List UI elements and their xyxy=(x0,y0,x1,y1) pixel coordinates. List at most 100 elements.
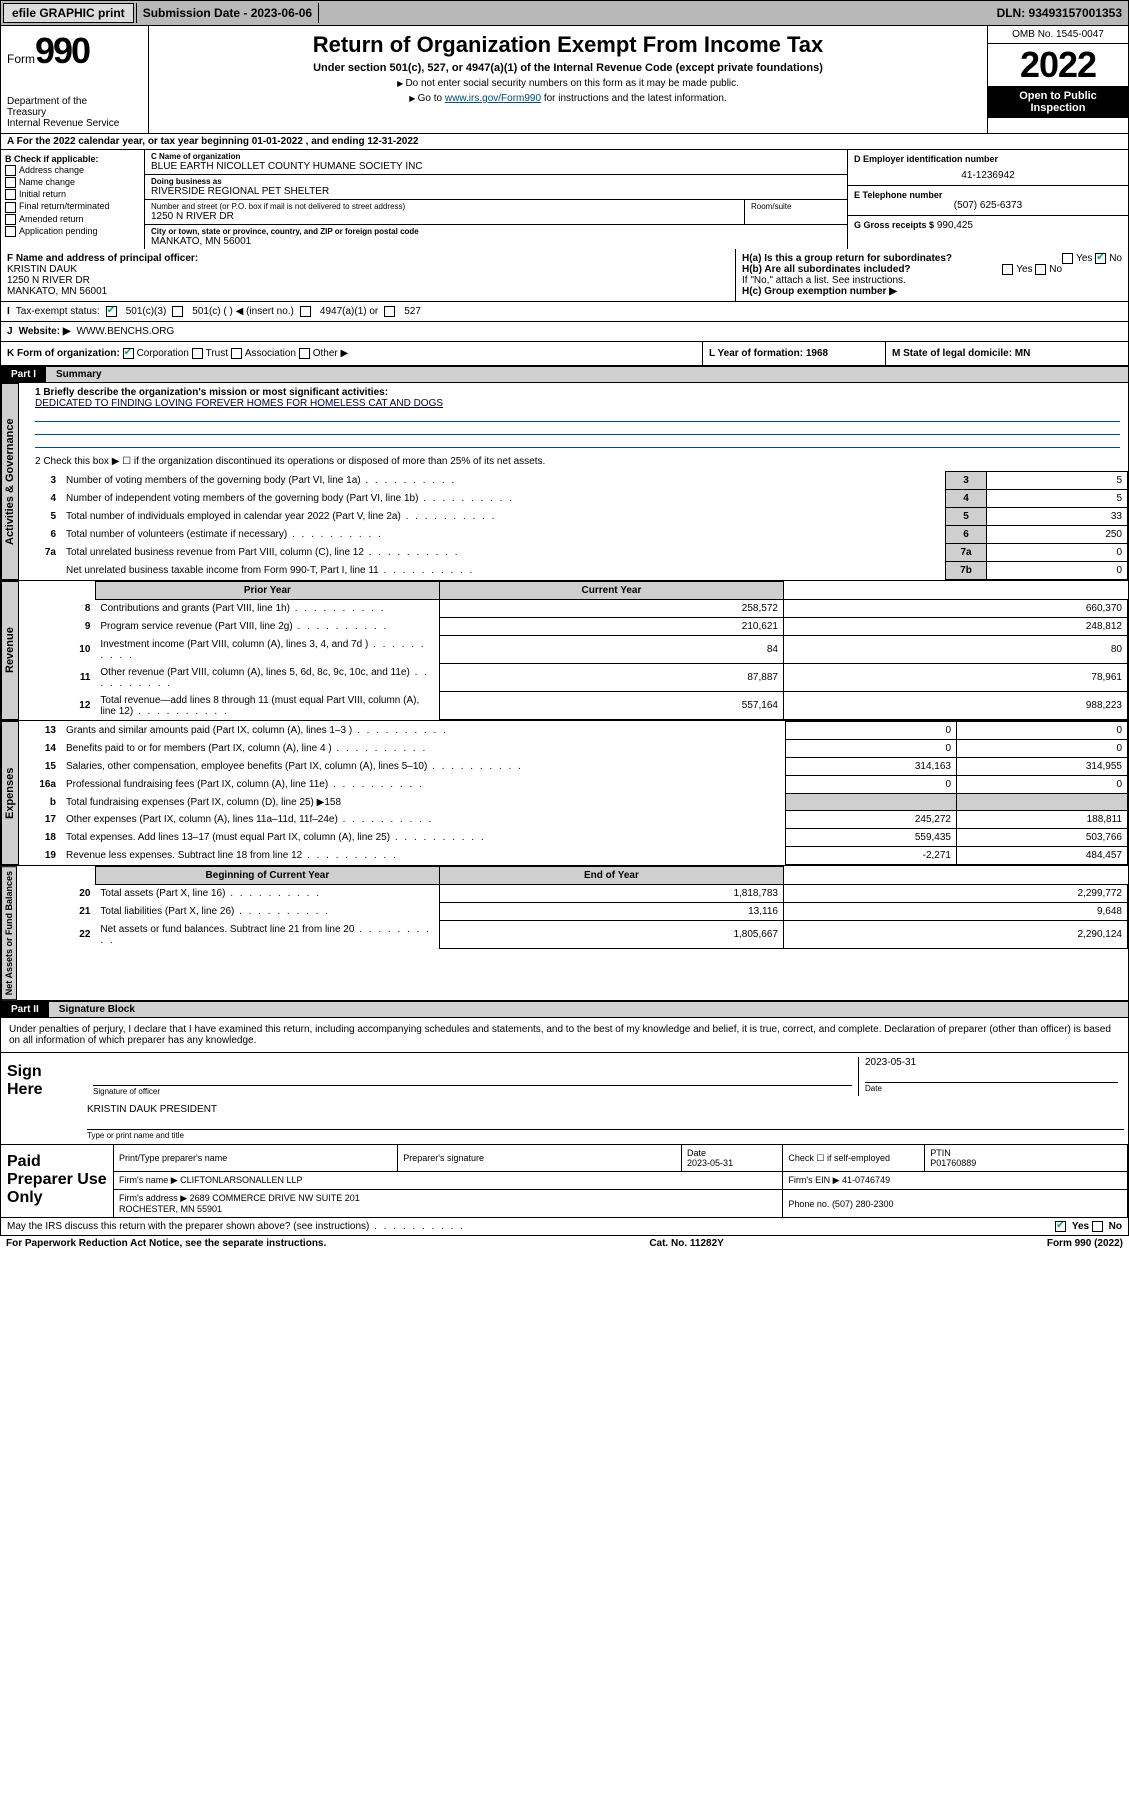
hc-label: H(c) Group exemption number ▶ xyxy=(742,286,1122,297)
top-bar: efile GRAPHIC print Submission Date - 20… xyxy=(0,0,1129,26)
prep-date: 2023-05-31 xyxy=(687,1158,733,1168)
table-row: 13 Grants and similar amounts paid (Part… xyxy=(27,722,1128,740)
hb-yes[interactable] xyxy=(1002,264,1013,275)
dba-label: Doing business as xyxy=(151,177,841,186)
part1-number: Part I xyxy=(1,367,46,382)
firm-name-lbl: Firm's name ▶ xyxy=(119,1175,178,1185)
firm-phone: (507) 280-2300 xyxy=(832,1199,894,1209)
hb-label: H(b) Are all subordinates included? xyxy=(742,264,911,275)
q2-text: 2 Check this box ▶ ☐ if the organization… xyxy=(27,452,1128,471)
cat-no: Cat. No. 11282Y xyxy=(649,1238,723,1249)
q1-label: 1 Briefly describe the organization's mi… xyxy=(35,387,1120,398)
chk-4947[interactable] xyxy=(300,306,311,317)
table-row: 14 Benefits paid to or for members (Part… xyxy=(27,740,1128,758)
tab-revenue: Revenue xyxy=(1,581,19,720)
street: 1250 N RIVER DR xyxy=(151,211,738,222)
chk-amended-return[interactable]: Amended return xyxy=(5,214,140,225)
table-row: 6 Total number of volunteers (estimate i… xyxy=(27,526,1128,544)
begin-year-hdr: Beginning of Current Year xyxy=(95,867,439,885)
table-row: 5 Total number of individuals employed i… xyxy=(27,508,1128,526)
table-row: 18 Total expenses. Add lines 13–17 (must… xyxy=(27,829,1128,847)
ha-no[interactable] xyxy=(1095,253,1106,264)
form-number: 990 xyxy=(35,30,89,71)
gross-receipts-label: G Gross receipts $ xyxy=(854,220,934,230)
table-row: 4 Number of independent voting members o… xyxy=(27,490,1128,508)
street-label: Number and street (or P.O. box if mail i… xyxy=(151,202,738,211)
chk-527[interactable] xyxy=(384,306,395,317)
firm-addr-lbl: Firm's address ▶ xyxy=(119,1193,187,1203)
room-suite-label: Room/suite xyxy=(744,200,847,224)
table-row: 21 Total liabilities (Part X, line 26) 1… xyxy=(27,903,1128,921)
chk-association[interactable] xyxy=(231,348,242,359)
prior-year-hdr: Prior Year xyxy=(95,582,439,600)
omb-number: OMB No. 1545-0047 xyxy=(988,26,1128,44)
firm-name: CLIFTONLARSONALLEN LLP xyxy=(180,1175,302,1185)
ein-label: D Employer identification number xyxy=(854,154,1122,164)
signature-label: Signature of officer xyxy=(93,1085,852,1096)
form-note-ssn: Do not enter social security numbers on … xyxy=(155,78,981,89)
tax-exempt-label: Tax-exempt status: xyxy=(16,306,100,317)
discuss-no[interactable] xyxy=(1092,1221,1103,1232)
net-assets-table: Beginning of Current Year End of Year 20… xyxy=(27,866,1128,949)
ha-label: H(a) Is this a group return for subordin… xyxy=(742,253,952,264)
paperwork-notice: For Paperwork Reduction Act Notice, see … xyxy=(6,1238,326,1249)
table-row: 3 Number of voting members of the govern… xyxy=(27,472,1128,490)
phone: (507) 625-6373 xyxy=(854,200,1122,211)
discuss-yes[interactable] xyxy=(1055,1221,1066,1232)
submission-date: Submission Date - 2023-06-06 xyxy=(136,3,319,23)
hb-note: If "No," attach a list. See instructions… xyxy=(742,275,1122,286)
ptin: P01760889 xyxy=(930,1158,976,1168)
form-prefix: Form xyxy=(7,52,35,66)
chk-final-return[interactable]: Final return/terminated xyxy=(5,201,140,212)
chk-initial-return[interactable]: Initial return xyxy=(5,189,140,200)
current-year-hdr: Current Year xyxy=(439,582,783,600)
firm-phone-lbl: Phone no. xyxy=(788,1199,829,1209)
chk-application-pending[interactable]: Application pending xyxy=(5,226,140,237)
chk-name-change[interactable]: Name change xyxy=(5,177,140,188)
chk-corporation[interactable] xyxy=(123,348,134,359)
revenue-table: Prior Year Current Year 8 Contributions … xyxy=(27,581,1128,720)
discuss-text: May the IRS discuss this return with the… xyxy=(7,1221,369,1232)
form-title: Return of Organization Exempt From Incom… xyxy=(155,32,981,58)
ha-yes[interactable] xyxy=(1062,253,1073,264)
section-f-label: F Name and address of principal officer: xyxy=(7,253,729,264)
gross-receipts: 990,425 xyxy=(937,220,973,231)
prep-sig-hdr: Preparer's signature xyxy=(398,1145,682,1172)
tax-year: 2022 xyxy=(988,44,1128,86)
mission-text: DEDICATED TO FINDING LOVING FOREVER HOME… xyxy=(35,398,1120,409)
table-row: b Total fundraising expenses (Part IX, c… xyxy=(27,794,1128,811)
table-row: 10 Investment income (Part VIII, column … xyxy=(27,636,1128,664)
chk-other[interactable] xyxy=(299,348,310,359)
goto-prefix: Go to xyxy=(418,93,445,104)
website-label: Website: ▶ xyxy=(19,326,71,337)
row-a-period: A For the 2022 calendar year, or tax yea… xyxy=(0,134,1129,150)
irs-link[interactable]: www.irs.gov/Form990 xyxy=(445,93,541,104)
tab-net-assets: Net Assets or Fund Balances xyxy=(1,866,17,1000)
city-label: City or town, state or province, country… xyxy=(151,227,841,236)
chk-501c[interactable] xyxy=(172,306,183,317)
prep-name-hdr: Print/Type preparer's name xyxy=(114,1145,398,1172)
chk-address-change[interactable]: Address change xyxy=(5,165,140,176)
org-name: BLUE EARTH NICOLLET COUNTY HUMANE SOCIET… xyxy=(151,161,841,172)
dln: DLN: 93493157001353 xyxy=(991,3,1128,23)
chk-trust[interactable] xyxy=(192,348,203,359)
goto-suffix: for instructions and the latest informat… xyxy=(541,93,727,104)
dba: RIVERSIDE REGIONAL PET SHELTER xyxy=(151,186,841,197)
signer-name: KRISTIN DAUK PRESIDENT xyxy=(87,1104,1124,1115)
end-year-hdr: End of Year xyxy=(439,867,783,885)
table-row: 12 Total revenue—add lines 8 through 11 … xyxy=(27,692,1128,720)
self-employed: Check ☐ if self-employed xyxy=(783,1145,925,1172)
table-row: 15 Salaries, other compensation, employe… xyxy=(27,758,1128,776)
sign-here-label: Sign Here xyxy=(1,1053,83,1144)
tab-expenses: Expenses xyxy=(1,721,19,865)
state-domicile: M State of legal domicile: MN xyxy=(886,342,1128,365)
phone-label: E Telephone number xyxy=(854,190,1122,200)
section-b-label: B Check if applicable: xyxy=(5,154,140,164)
chk-501c3[interactable] xyxy=(106,306,117,317)
efile-print-button[interactable]: efile GRAPHIC print xyxy=(3,3,134,23)
table-row: 8 Contributions and grants (Part VIII, l… xyxy=(27,600,1128,618)
hb-no[interactable] xyxy=(1035,264,1046,275)
table-row: 9 Program service revenue (Part VIII, li… xyxy=(27,618,1128,636)
officer-name: KRISTIN DAUK xyxy=(7,264,729,275)
table-row: 19 Revenue less expenses. Subtract line … xyxy=(27,847,1128,865)
